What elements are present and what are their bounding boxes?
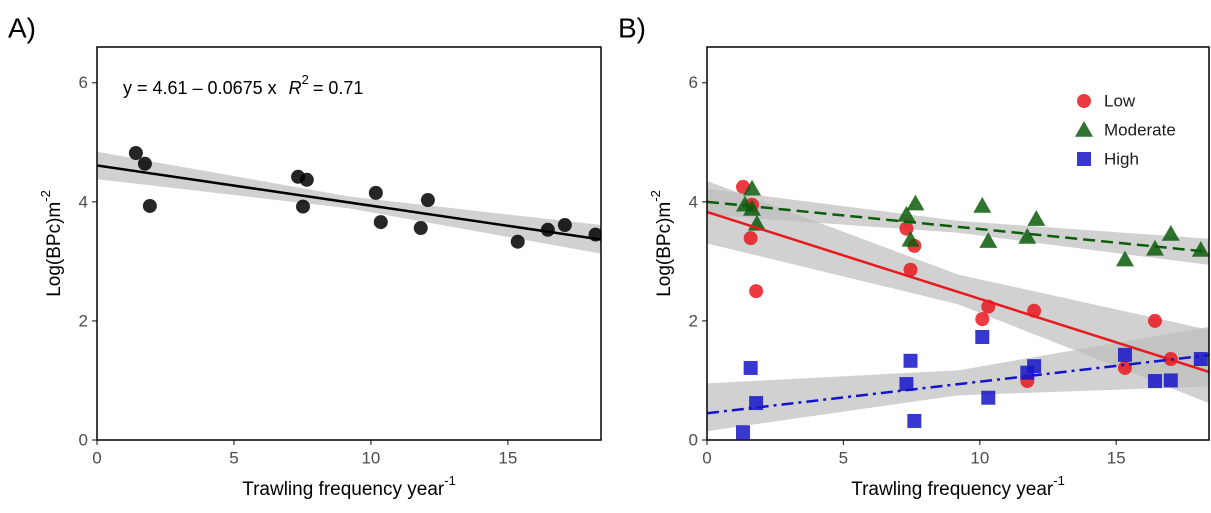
legend-label: Moderate	[1104, 120, 1176, 139]
point	[299, 172, 314, 187]
y-tick-label: 4	[79, 192, 88, 211]
y-axis-label-text: Log(BPc)m	[44, 202, 65, 297]
point	[743, 231, 758, 246]
x-tick-label: 5	[839, 448, 848, 467]
x-axis-label: Trawling frequency year-1	[242, 473, 456, 500]
y-tick-label: 0	[79, 430, 88, 449]
y-tick-label: 0	[689, 430, 698, 449]
y-axis-label: Log(BPc)m-2	[38, 190, 65, 297]
y-axis-label-exponent: -2	[648, 190, 663, 202]
legend-marker	[1075, 121, 1093, 137]
panel-label: B)	[618, 12, 646, 43]
point	[736, 425, 751, 440]
fit-line	[707, 210, 1209, 374]
x-tick-label: 10	[361, 448, 380, 467]
point	[903, 353, 918, 368]
y-tick-label: 2	[79, 311, 88, 330]
plot-frame	[96, 46, 602, 441]
point	[1117, 347, 1132, 362]
point	[975, 329, 990, 344]
plot-frame	[706, 46, 1210, 441]
plot-area	[97, 145, 601, 254]
x-tick-label: 15	[498, 448, 517, 467]
point	[1027, 210, 1046, 226]
x-tick-label: 0	[92, 448, 101, 467]
point	[899, 377, 914, 392]
x-axis-label-text: Trawling frequency year	[851, 479, 1054, 500]
point	[557, 218, 572, 233]
fit-line	[707, 200, 1209, 254]
point	[903, 262, 918, 277]
point	[1193, 352, 1208, 367]
x-axis-label-text: Trawling frequency year	[242, 479, 445, 500]
x-axis-label: Trawling frequency year-1	[851, 473, 1065, 500]
point	[907, 413, 922, 428]
point	[975, 312, 990, 327]
fit-line	[707, 353, 1209, 415]
y-tick-label: 6	[689, 73, 698, 92]
x-tick-label: 15	[1107, 448, 1126, 467]
legend-marker	[1077, 152, 1091, 166]
point	[1018, 227, 1037, 244]
point	[749, 284, 764, 299]
point	[128, 145, 143, 160]
point	[906, 194, 925, 211]
point	[1163, 373, 1178, 388]
x-tick-label: 0	[702, 448, 711, 467]
fit-line	[97, 164, 601, 241]
annotation-r2-exponent: 2	[302, 72, 309, 87]
confidence-band	[707, 326, 1209, 432]
point	[743, 360, 758, 375]
point	[1027, 359, 1042, 374]
x-axis-label-exponent: -1	[444, 473, 456, 488]
panel: A) 0 5 10 15 0 2 4 6 Trawling frequency year-1 Log…	[8, 12, 602, 500]
point	[1147, 313, 1162, 328]
point	[510, 234, 525, 249]
point	[979, 232, 998, 248]
annotation-r2: R	[289, 78, 302, 98]
y-axis-label-exponent: -2	[38, 190, 53, 202]
legend-label: High	[1104, 149, 1139, 168]
point	[743, 199, 762, 216]
y-axis-label-text: Log(BPc)m	[654, 202, 675, 297]
y-axis-label: Log(BPc)m-2	[648, 190, 675, 297]
y-tick-label: 2	[689, 311, 698, 330]
y-tick-label: 6	[79, 73, 88, 92]
point	[981, 390, 996, 405]
annotation-equation: y = 4.61 – 0.0675 x	[123, 78, 277, 98]
point	[295, 199, 310, 214]
legend-label: Low	[1104, 91, 1136, 110]
point	[1147, 374, 1162, 389]
point	[413, 221, 428, 236]
point	[743, 179, 762, 196]
point	[420, 193, 435, 208]
x-axis-label-exponent: -1	[1053, 473, 1065, 488]
annotation: y = 4.61 – 0.0675 x R2 = 0.71	[123, 72, 363, 97]
point	[368, 185, 383, 200]
panel: B) 0 5 10 15 0 2 4 6 Trawling frequency year-1 Log…	[618, 12, 1210, 500]
point	[1191, 241, 1209, 257]
x-tick-label: 5	[229, 448, 238, 467]
point	[137, 156, 152, 171]
point	[897, 205, 916, 222]
plot-area	[707, 179, 1209, 440]
legend-marker	[1077, 94, 1091, 108]
point	[973, 196, 992, 213]
x-tick-label: 10	[970, 448, 989, 467]
point	[142, 198, 157, 213]
y-tick-label: 4	[689, 192, 698, 211]
point	[1161, 224, 1180, 241]
annotation-r2-value: = 0.71	[313, 78, 364, 98]
point	[373, 215, 388, 230]
point	[901, 230, 920, 247]
panel-label: A)	[8, 12, 36, 43]
point	[1115, 250, 1134, 267]
